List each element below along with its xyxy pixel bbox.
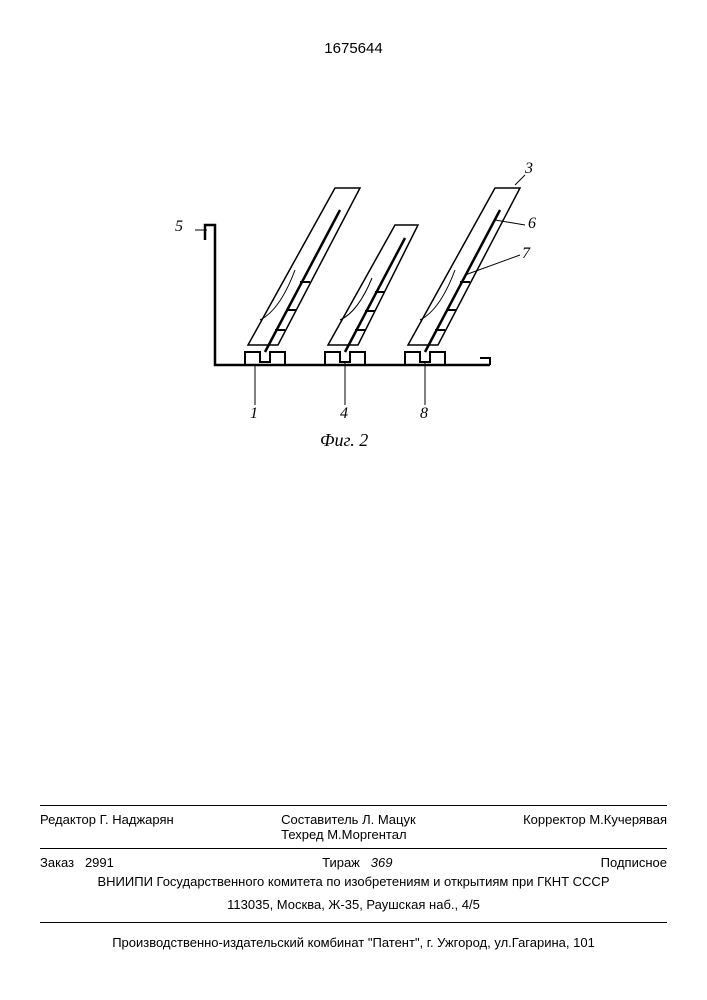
tirazh-number: 369 xyxy=(371,855,393,870)
subscription-info: Подписное xyxy=(601,855,667,870)
ref-label-4: 4 xyxy=(340,405,348,423)
ref-label-1: 1 xyxy=(250,405,258,423)
org-line2: 113035, Москва, Ж-35, Раушская наб., 4/5 xyxy=(40,893,667,916)
editor-credit: Редактор Г. Наджарян xyxy=(40,812,174,842)
editor-label: Редактор xyxy=(40,812,96,827)
ref-label-8: 8 xyxy=(420,405,428,423)
corrector-label: Корректор xyxy=(523,812,586,827)
techred-name: М.Моргентал xyxy=(327,827,406,842)
diagram-svg xyxy=(180,170,530,430)
footer-credits-row: Редактор Г. Наджарян Составитель Л. Мацу… xyxy=(40,805,667,848)
tirazh-info: Тираж 369 xyxy=(322,855,392,870)
techred-label: Техред xyxy=(281,827,323,842)
figure-label: Фиг. 2 xyxy=(320,430,368,451)
ref-label-5: 5 xyxy=(175,218,183,236)
ref-label-6: 6 xyxy=(528,215,536,233)
tirazh-label: Тираж xyxy=(322,855,360,870)
order-info: Заказ 2991 xyxy=(40,855,114,870)
editor-name: Г. Наджарян xyxy=(100,812,174,827)
ref-label-3: 3 xyxy=(525,160,533,178)
corrector-credit: Корректор М.Кучерявая xyxy=(523,812,667,842)
compiler-label: Составитель xyxy=(281,812,358,827)
page-number: 1675644 xyxy=(0,40,707,57)
footer-order-row: Заказ 2991 Тираж 369 Подписное ВНИИПИ Го… xyxy=(40,848,667,922)
corrector-name: М.Кучерявая xyxy=(589,812,667,827)
order-number: 2991 xyxy=(85,855,114,870)
order-label: Заказ xyxy=(40,855,74,870)
org-line1: ВНИИПИ Государственного комитета по изоб… xyxy=(40,870,667,893)
compiler-name: Л. Мацук xyxy=(362,812,416,827)
compiler-techred-credit: Составитель Л. Мацук Техред М.Моргентал xyxy=(281,812,416,842)
footer-block: Редактор Г. Наджарян Составитель Л. Мацу… xyxy=(40,805,667,950)
ref-label-7: 7 xyxy=(522,245,530,263)
publisher-line: Производственно-издательский комбинат "П… xyxy=(40,922,667,950)
figure-diagram: 5 3 6 7 1 4 8 xyxy=(180,170,530,430)
